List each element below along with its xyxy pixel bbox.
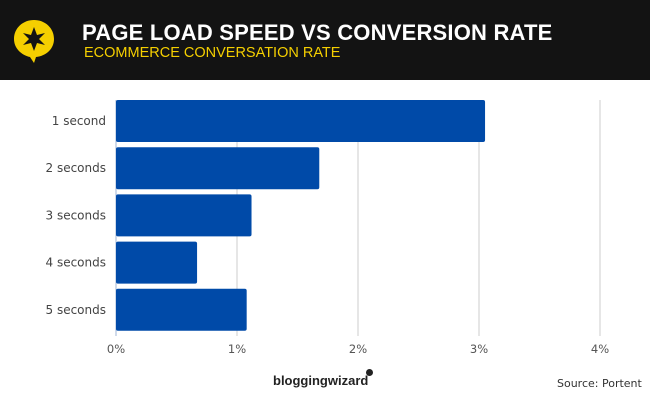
- x-tick-label: 2%: [349, 342, 367, 356]
- x-tick-label: 1%: [228, 342, 246, 356]
- star-speech-bubble-icon: [14, 20, 54, 63]
- x-tick-label: 0%: [107, 342, 125, 356]
- bar-chart: 0% 1% 2% 3% 4% 1 second 2 seconds 3 seconds 4 se…: [46, 100, 609, 356]
- bar: [116, 241, 198, 284]
- brand-logo-mark: [366, 369, 373, 376]
- category-label: 3 seconds: [46, 208, 107, 222]
- source-note: Source: Portent: [557, 377, 642, 390]
- bar: [116, 147, 320, 190]
- brand-logo: bloggingwizard: [273, 373, 369, 388]
- chart-subtitle: ECOMMERCE CONVERSATION RATE: [84, 45, 341, 61]
- bar: [116, 100, 486, 142]
- category-label: 2 seconds: [46, 161, 107, 175]
- bar: [116, 288, 247, 331]
- bar: [116, 194, 252, 237]
- category-label: 1 second: [52, 114, 106, 128]
- category-label: 4 seconds: [46, 256, 107, 270]
- x-tick-label: 4%: [591, 342, 609, 356]
- x-tick-label: 3%: [470, 342, 488, 356]
- chart-title: PAGE LOAD SPEED VS CONVERSION RATE: [82, 20, 553, 45]
- header: PAGE LOAD SPEED VS CONVERSION RATE ECOMM…: [0, 0, 650, 80]
- category-label: 5 seconds: [46, 303, 107, 317]
